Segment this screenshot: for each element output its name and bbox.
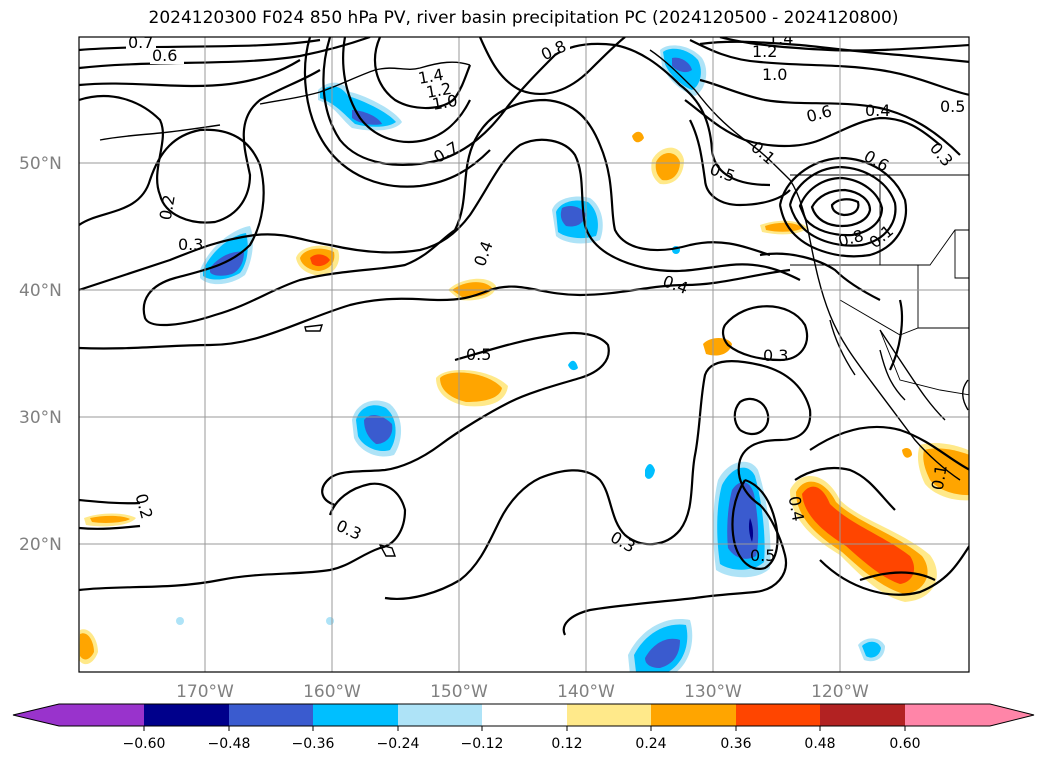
contour-label: 1.0 <box>431 91 459 114</box>
contour-label: 1.0 <box>762 65 787 84</box>
contour-label: 0.5 <box>940 97 965 116</box>
contour-label: 0.1 <box>928 463 951 491</box>
lon-axis: 170°W 160°W 150°W 140°W 130°W 120°W <box>176 682 869 702</box>
colorbar-segment <box>229 704 313 726</box>
positive-anomaly-west <box>296 245 340 276</box>
lat-axis: 50°N 40°N 30°N 20°N <box>19 154 62 555</box>
lat-label: 40°N <box>19 281 62 301</box>
contour-label: 1.4 <box>417 65 445 88</box>
negative-anomaly-southwest <box>628 619 693 672</box>
contour-label: 0.6 <box>152 46 177 65</box>
colorbar-tick-label: −0.60 <box>123 736 166 752</box>
colorbar-tick-label: 0.60 <box>889 736 920 752</box>
lon-label: 120°W <box>811 682 869 702</box>
pv-contours <box>79 37 969 636</box>
colorbar-segment <box>820 704 905 726</box>
map-frame <box>78 36 970 673</box>
colorbar-segment <box>736 704 820 726</box>
colorbar-segment <box>482 704 567 726</box>
contour-label: 0.4 <box>785 495 808 523</box>
contour-label: 0.5 <box>466 345 491 364</box>
positive-anomaly-north <box>632 131 684 185</box>
colorbar-tick-label: −0.12 <box>461 736 504 752</box>
negative-anomaly-gulf <box>318 82 402 131</box>
negative-anomaly-coast <box>660 45 707 96</box>
colorbar-segment <box>567 704 651 726</box>
lat-label: 20°N <box>19 535 62 555</box>
political-borders <box>790 174 969 396</box>
contour-label: 0.2 <box>156 193 179 221</box>
colorbar-extend-low <box>13 704 59 726</box>
contour-label: 1.2 <box>425 79 453 102</box>
colorbar: −0.60 −0.48 −0.36 −0.24 −0.12 0.12 0.24 … <box>12 703 1035 752</box>
contour-label: 0.3 <box>178 235 203 254</box>
lon-label: 170°W <box>176 682 234 702</box>
colorbar-extend-high <box>990 704 1034 726</box>
colorbar-segment <box>398 704 482 726</box>
contour-label: 1.4 <box>768 29 793 48</box>
colorbar-tick-label: 0.48 <box>804 736 835 752</box>
contour-label: 0.5 <box>750 546 775 565</box>
positive-anomaly-central <box>436 278 508 407</box>
coastlines <box>99 49 969 557</box>
lat-label: 50°N <box>19 154 62 174</box>
map-title: 2024120300 F024 850 hPa PV, river basin … <box>148 8 899 28</box>
contour-label: 0.7 <box>128 33 153 52</box>
positive-anomaly-far-west <box>79 513 136 665</box>
colorbar-tick-label: 0.12 <box>551 736 582 752</box>
colorbar-segment <box>144 704 229 726</box>
contour-label: 1.2 <box>752 42 777 61</box>
contour-label: 0.4 <box>865 101 890 120</box>
colorbar-tick-label: 0.36 <box>720 736 751 752</box>
negative-anomaly-central-north <box>552 196 603 244</box>
contour-label: 0.3 <box>763 346 788 365</box>
colorbar-segment <box>313 704 398 726</box>
positive-anomaly-east <box>703 220 808 356</box>
colorbar-tick-label: −0.48 <box>208 736 251 752</box>
negative-anomaly-west <box>200 226 253 285</box>
colorbar-tick-label: 0.24 <box>635 736 666 752</box>
lon-label: 140°W <box>557 682 615 702</box>
graticule <box>79 37 969 672</box>
colorbar-outline <box>12 703 1035 727</box>
colorbar-tick-label: −0.36 <box>292 736 335 752</box>
colorbar-tick-label: −0.24 <box>377 736 420 752</box>
colorbar-segment <box>905 704 990 726</box>
colorbar-segment <box>59 704 144 726</box>
colorbar-segment <box>651 704 736 726</box>
lon-label: 130°W <box>684 682 742 702</box>
lon-label: 150°W <box>430 682 488 702</box>
lon-label: 160°W <box>303 682 361 702</box>
lat-label: 30°N <box>19 408 62 428</box>
